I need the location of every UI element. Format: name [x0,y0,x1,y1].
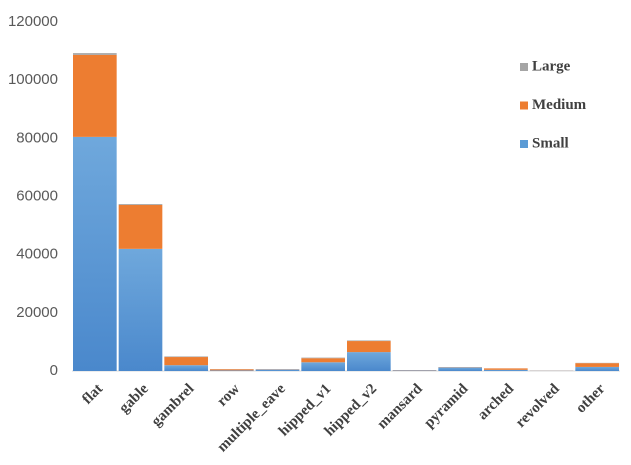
bar-segment [73,136,117,371]
x-tick-label: mansard [374,380,426,432]
x-tick-label: row [214,381,243,410]
bar-segment [484,368,528,370]
legend-swatch [520,101,528,110]
bar-segment [210,370,254,371]
bar-segment [164,356,208,358]
bar-segment [301,358,345,363]
bar-segment [164,365,208,371]
bar-segment [575,366,619,371]
bar-segment [73,53,117,55]
bar-segment [164,357,208,366]
x-tick-label: flat [79,381,106,408]
y-tick-label: 80000 [16,129,58,146]
legend-swatch [520,63,528,71]
x-tick-label: arched [475,380,518,423]
bar-segment [438,367,482,371]
legend-label: Large [532,58,571,74]
x-tick-label: pyramid [421,380,472,431]
x-tick-label: revolved [513,380,563,430]
x-tick-label: gambrel [149,381,198,430]
bar-segment [118,204,163,249]
bar-segment [73,54,117,137]
legend-swatch [520,140,528,148]
y-tick-label: 120000 [8,13,58,30]
bar-segment [347,341,391,353]
bar-segment [575,363,619,367]
y-tick-label: 20000 [16,304,58,321]
y-tick-label: 0 [50,362,58,379]
legend-label: Medium [532,97,587,113]
bar-segment [301,357,345,359]
bar-segment [484,369,528,371]
bar-segment [347,340,391,342]
bar-segment [301,362,345,371]
bar-segment [347,352,391,371]
bar-segment [210,369,254,371]
bar-segment [392,370,437,371]
x-tick-label: other [573,381,609,417]
bar-segment [118,204,163,205]
y-tick-label: 40000 [16,246,58,263]
y-tick-label: 100000 [8,71,58,88]
y-tick-label: 60000 [16,187,58,204]
x-tick-label: gable [116,381,152,417]
bar-segment [118,248,163,371]
legend-label: Small [532,135,569,151]
bar-segment [255,369,300,371]
